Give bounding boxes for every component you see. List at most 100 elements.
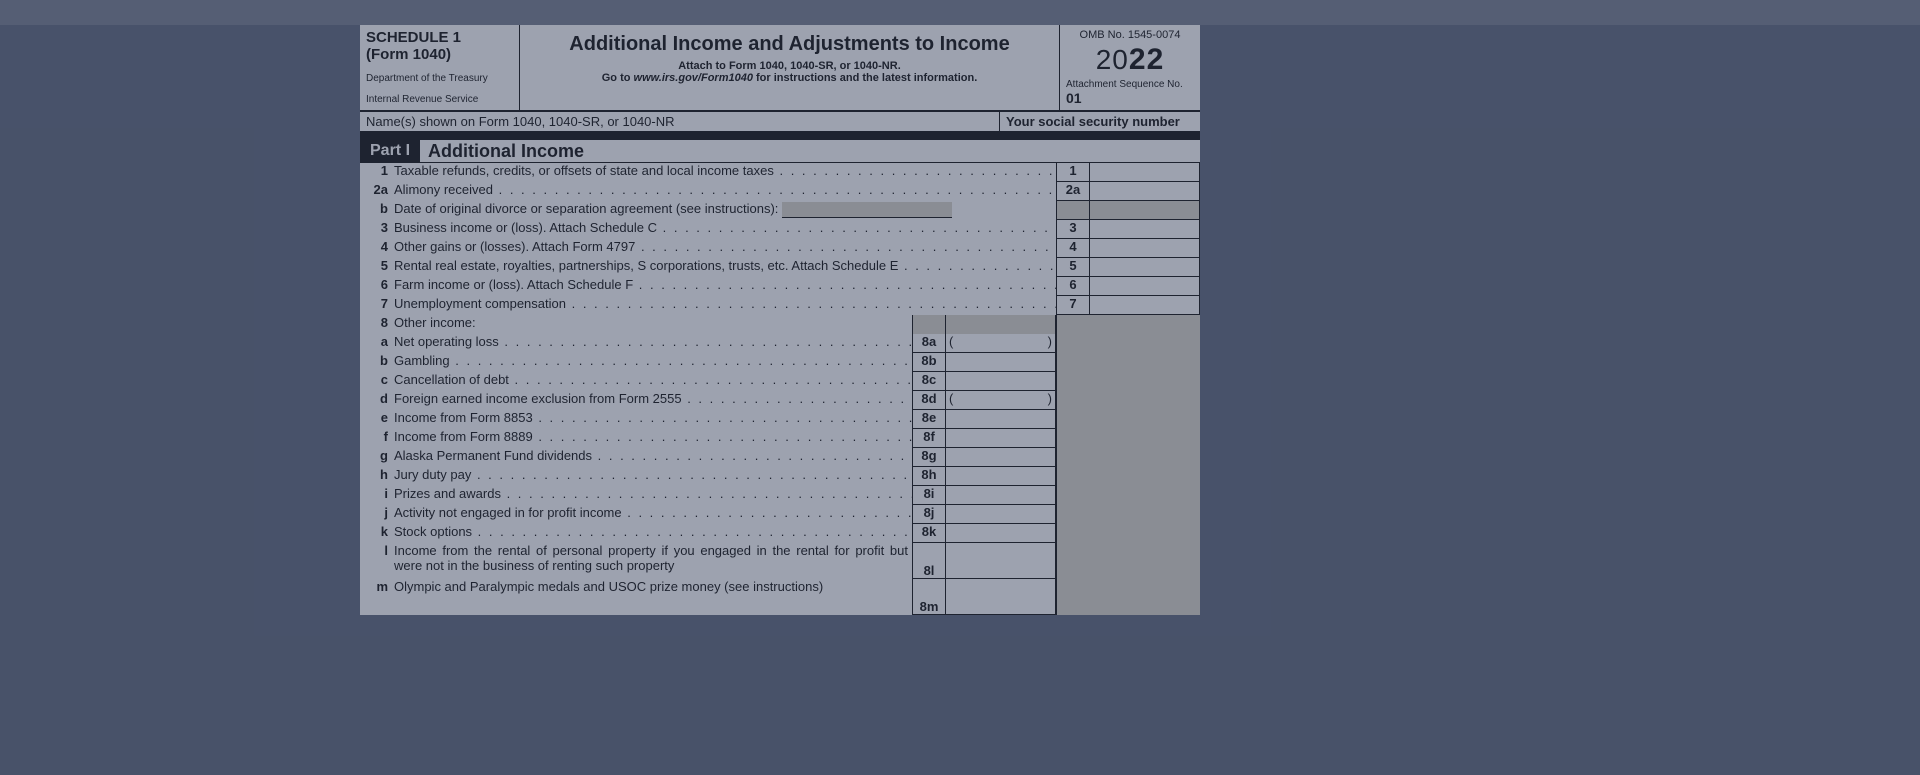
line-8d-amount[interactable] bbox=[946, 391, 1056, 410]
line-8k-amount[interactable] bbox=[946, 524, 1056, 543]
line-5-box: 5 bbox=[1056, 258, 1090, 277]
line-8f-amount[interactable] bbox=[946, 429, 1056, 448]
form-number: (Form 1040) bbox=[366, 46, 513, 63]
line-8l: l Income from the rental of personal pro… bbox=[360, 543, 1200, 579]
line-8m-box: 8m bbox=[912, 579, 946, 615]
line-8f-box: 8f bbox=[912, 429, 946, 448]
line-8j-box: 8j bbox=[912, 505, 946, 524]
line-6-amount[interactable] bbox=[1090, 277, 1200, 296]
line-8f: f Income from Form 8889 8f bbox=[360, 429, 1200, 448]
line-8c-text: Cancellation of debt bbox=[394, 372, 912, 387]
line-8g-box: 8g bbox=[912, 448, 946, 467]
attach-instruction: Attach to Form 1040, 1040-SR, or 1040-NR… bbox=[524, 60, 1055, 72]
tax-year: 2022 bbox=[1066, 43, 1194, 77]
line-8i-amount[interactable] bbox=[946, 486, 1056, 505]
line-1-text: Taxable refunds, credits, or offsets of … bbox=[394, 163, 1056, 178]
name-ssn-row: Name(s) shown on Form 1040, 1040-SR, or … bbox=[360, 112, 1200, 132]
omb-number: OMB No. 1545-0074 bbox=[1066, 29, 1194, 41]
line-8g-text: Alaska Permanent Fund dividends bbox=[394, 448, 912, 463]
header-left: SCHEDULE 1 (Form 1040) Department of the… bbox=[360, 25, 520, 110]
line-8d-box: 8d bbox=[912, 391, 946, 410]
line-8b-text: Gambling bbox=[394, 353, 912, 368]
header-right: OMB No. 1545-0074 2022 Attachment Sequen… bbox=[1060, 25, 1200, 110]
line-8g: g Alaska Permanent Fund dividends 8g bbox=[360, 448, 1200, 467]
line-3: 3 Business income or (loss). Attach Sche… bbox=[360, 220, 1200, 239]
line-8l-text: Income from the rental of personal prope… bbox=[394, 543, 912, 573]
line-2b: b Date of original divorce or separation… bbox=[360, 201, 1200, 220]
line-3-box: 3 bbox=[1056, 220, 1090, 239]
attachment-sequence: Attachment Sequence No. 01 bbox=[1066, 79, 1194, 106]
line-8a-amount[interactable] bbox=[946, 334, 1056, 353]
line-3-text: Business income or (loss). Attach Schedu… bbox=[394, 220, 1056, 235]
line-8a: a Net operating loss 8a bbox=[360, 334, 1200, 353]
line-8h: h Jury duty pay 8h bbox=[360, 467, 1200, 486]
form-header: SCHEDULE 1 (Form 1040) Department of the… bbox=[360, 25, 1200, 112]
line-7-box: 7 bbox=[1056, 296, 1090, 315]
line-8g-amount[interactable] bbox=[946, 448, 1056, 467]
line-8-text: Other income: bbox=[394, 315, 912, 330]
line-8b: b Gambling 8b bbox=[360, 353, 1200, 372]
line-8d-text: Foreign earned income exclusion from For… bbox=[394, 391, 912, 406]
line-8e: e Income from Form 8853 8e bbox=[360, 410, 1200, 429]
line-7-amount[interactable] bbox=[1090, 296, 1200, 315]
line-7: 7 Unemployment compensation 7 bbox=[360, 296, 1200, 315]
line-8c-box: 8c bbox=[912, 372, 946, 391]
name-field-label[interactable]: Name(s) shown on Form 1040, 1040-SR, or … bbox=[360, 112, 1000, 131]
line-5-text: Rental real estate, royalties, partnersh… bbox=[394, 258, 1056, 273]
line-4-box: 4 bbox=[1056, 239, 1090, 258]
line-7-text: Unemployment compensation bbox=[394, 296, 1056, 311]
line-8j: j Activity not engaged in for profit inc… bbox=[360, 505, 1200, 524]
line-1-amount[interactable] bbox=[1090, 163, 1200, 182]
line-2b-amount-shade bbox=[1090, 201, 1200, 220]
line-8c-amount[interactable] bbox=[946, 372, 1056, 391]
line-8e-box: 8e bbox=[912, 410, 946, 429]
line-8m: m Olympic and Paralympic medals and USOC… bbox=[360, 579, 1200, 615]
line-6-text: Farm income or (loss). Attach Schedule F bbox=[394, 277, 1056, 292]
line-8e-amount[interactable] bbox=[946, 410, 1056, 429]
line-8i: i Prizes and awards 8i bbox=[360, 486, 1200, 505]
line-4-amount[interactable] bbox=[1090, 239, 1200, 258]
dept-irs: Internal Revenue Service bbox=[366, 94, 513, 105]
dept-treasury: Department of the Treasury bbox=[366, 73, 513, 84]
line-8l-amount[interactable] bbox=[946, 543, 1056, 579]
line-8a-box: 8a bbox=[912, 334, 946, 353]
header-center: Additional Income and Adjustments to Inc… bbox=[520, 25, 1060, 110]
line-2b-box-shade bbox=[1056, 201, 1090, 220]
line-8j-amount[interactable] bbox=[946, 505, 1056, 524]
line-8b-box: 8b bbox=[912, 353, 946, 372]
part-1-label: Part I bbox=[360, 140, 420, 162]
line-8k-text: Stock options bbox=[394, 524, 912, 539]
line-8j-text: Activity not engaged in for profit incom… bbox=[394, 505, 912, 520]
goto-url: www.irs.gov/Form1040 bbox=[634, 72, 753, 84]
line-3-amount[interactable] bbox=[1090, 220, 1200, 239]
line-8f-text: Income from Form 8889 bbox=[394, 429, 912, 444]
line-2a-amount[interactable] bbox=[1090, 182, 1200, 201]
line-5: 5 Rental real estate, royalties, partner… bbox=[360, 258, 1200, 277]
line-2b-date-field[interactable] bbox=[782, 202, 952, 218]
line-8k-box: 8k bbox=[912, 524, 946, 543]
ssn-field-label[interactable]: Your social security number bbox=[1000, 112, 1200, 131]
line-5-amount[interactable] bbox=[1090, 258, 1200, 277]
goto-instruction: Go to www.irs.gov/Form1040 for instructi… bbox=[524, 72, 1055, 84]
line-8k: k Stock options 8k bbox=[360, 524, 1200, 543]
line-1-box: 1 bbox=[1056, 163, 1090, 182]
line-4: 4 Other gains or (losses). Attach Form 4… bbox=[360, 239, 1200, 258]
line-4-text: Other gains or (losses). Attach Form 479… bbox=[394, 239, 1056, 254]
line-8d: d Foreign earned income exclusion from F… bbox=[360, 391, 1200, 410]
line-8m-text: Olympic and Paralympic medals and USOC p… bbox=[394, 579, 912, 594]
line-8b-amount[interactable] bbox=[946, 353, 1056, 372]
line-2a-text: Alimony received bbox=[394, 182, 1056, 197]
line-8l-box: 8l bbox=[912, 543, 946, 579]
line-8m-amount[interactable] bbox=[946, 579, 1056, 615]
line-8i-text: Prizes and awards bbox=[394, 486, 912, 501]
part-1-header: Part I Additional Income bbox=[360, 132, 1200, 163]
line-8a-text: Net operating loss bbox=[394, 334, 912, 349]
irs-form-schedule-1: SCHEDULE 1 (Form 1040) Department of the… bbox=[360, 25, 1200, 615]
schedule-label: SCHEDULE 1 bbox=[366, 29, 513, 46]
line-8h-box: 8h bbox=[912, 467, 946, 486]
form-title: Additional Income and Adjustments to Inc… bbox=[524, 33, 1055, 56]
line-6: 6 Farm income or (loss). Attach Schedule… bbox=[360, 277, 1200, 296]
line-8h-text: Jury duty pay bbox=[394, 467, 912, 482]
line-1: 1 Taxable refunds, credits, or offsets o… bbox=[360, 163, 1200, 182]
line-8h-amount[interactable] bbox=[946, 467, 1056, 486]
